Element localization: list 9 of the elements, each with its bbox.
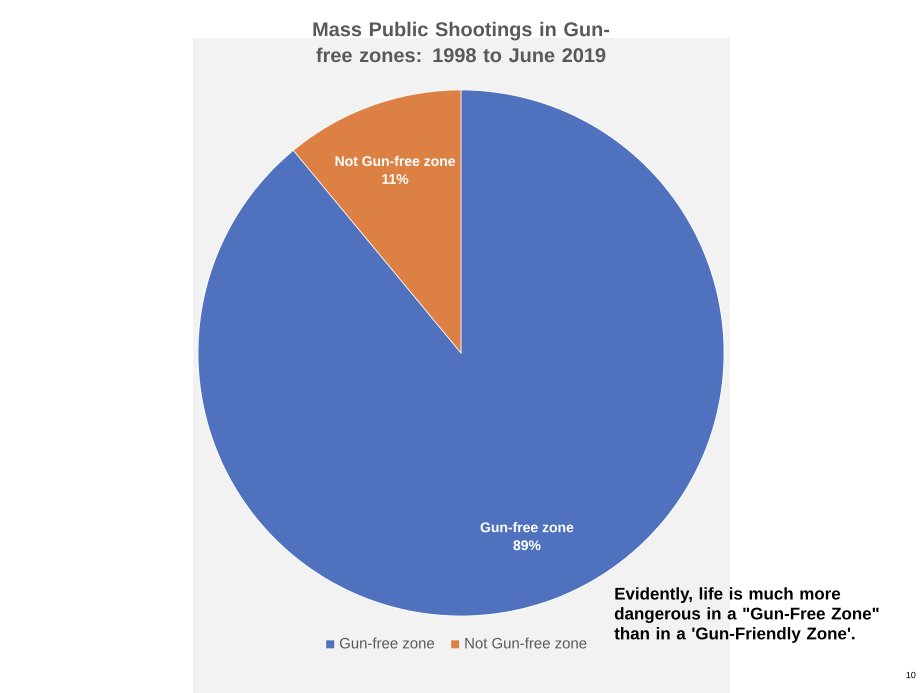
- chart-title: Mass Public Shootings in Gun-free zones: 1998 to June 2019: [313, 22, 610, 62]
- legend-label: Gun-free zone: [340, 638, 434, 648]
- data-label: 11%: [382, 174, 408, 184]
- slice-label: Gun-free zone: [480, 522, 574, 532]
- legend-label: Not Gun-free zone: [465, 638, 586, 648]
- text: Evidently, life is much more dangerous in a "Gun-Free Zone" than in a 'Gun-Friendly Zone'.: [614, 587, 879, 643]
- text: 10: [906, 672, 916, 678]
- data-label: 89%: [513, 540, 541, 550]
- slice-label: Not Gun-free zone: [336, 156, 456, 166]
